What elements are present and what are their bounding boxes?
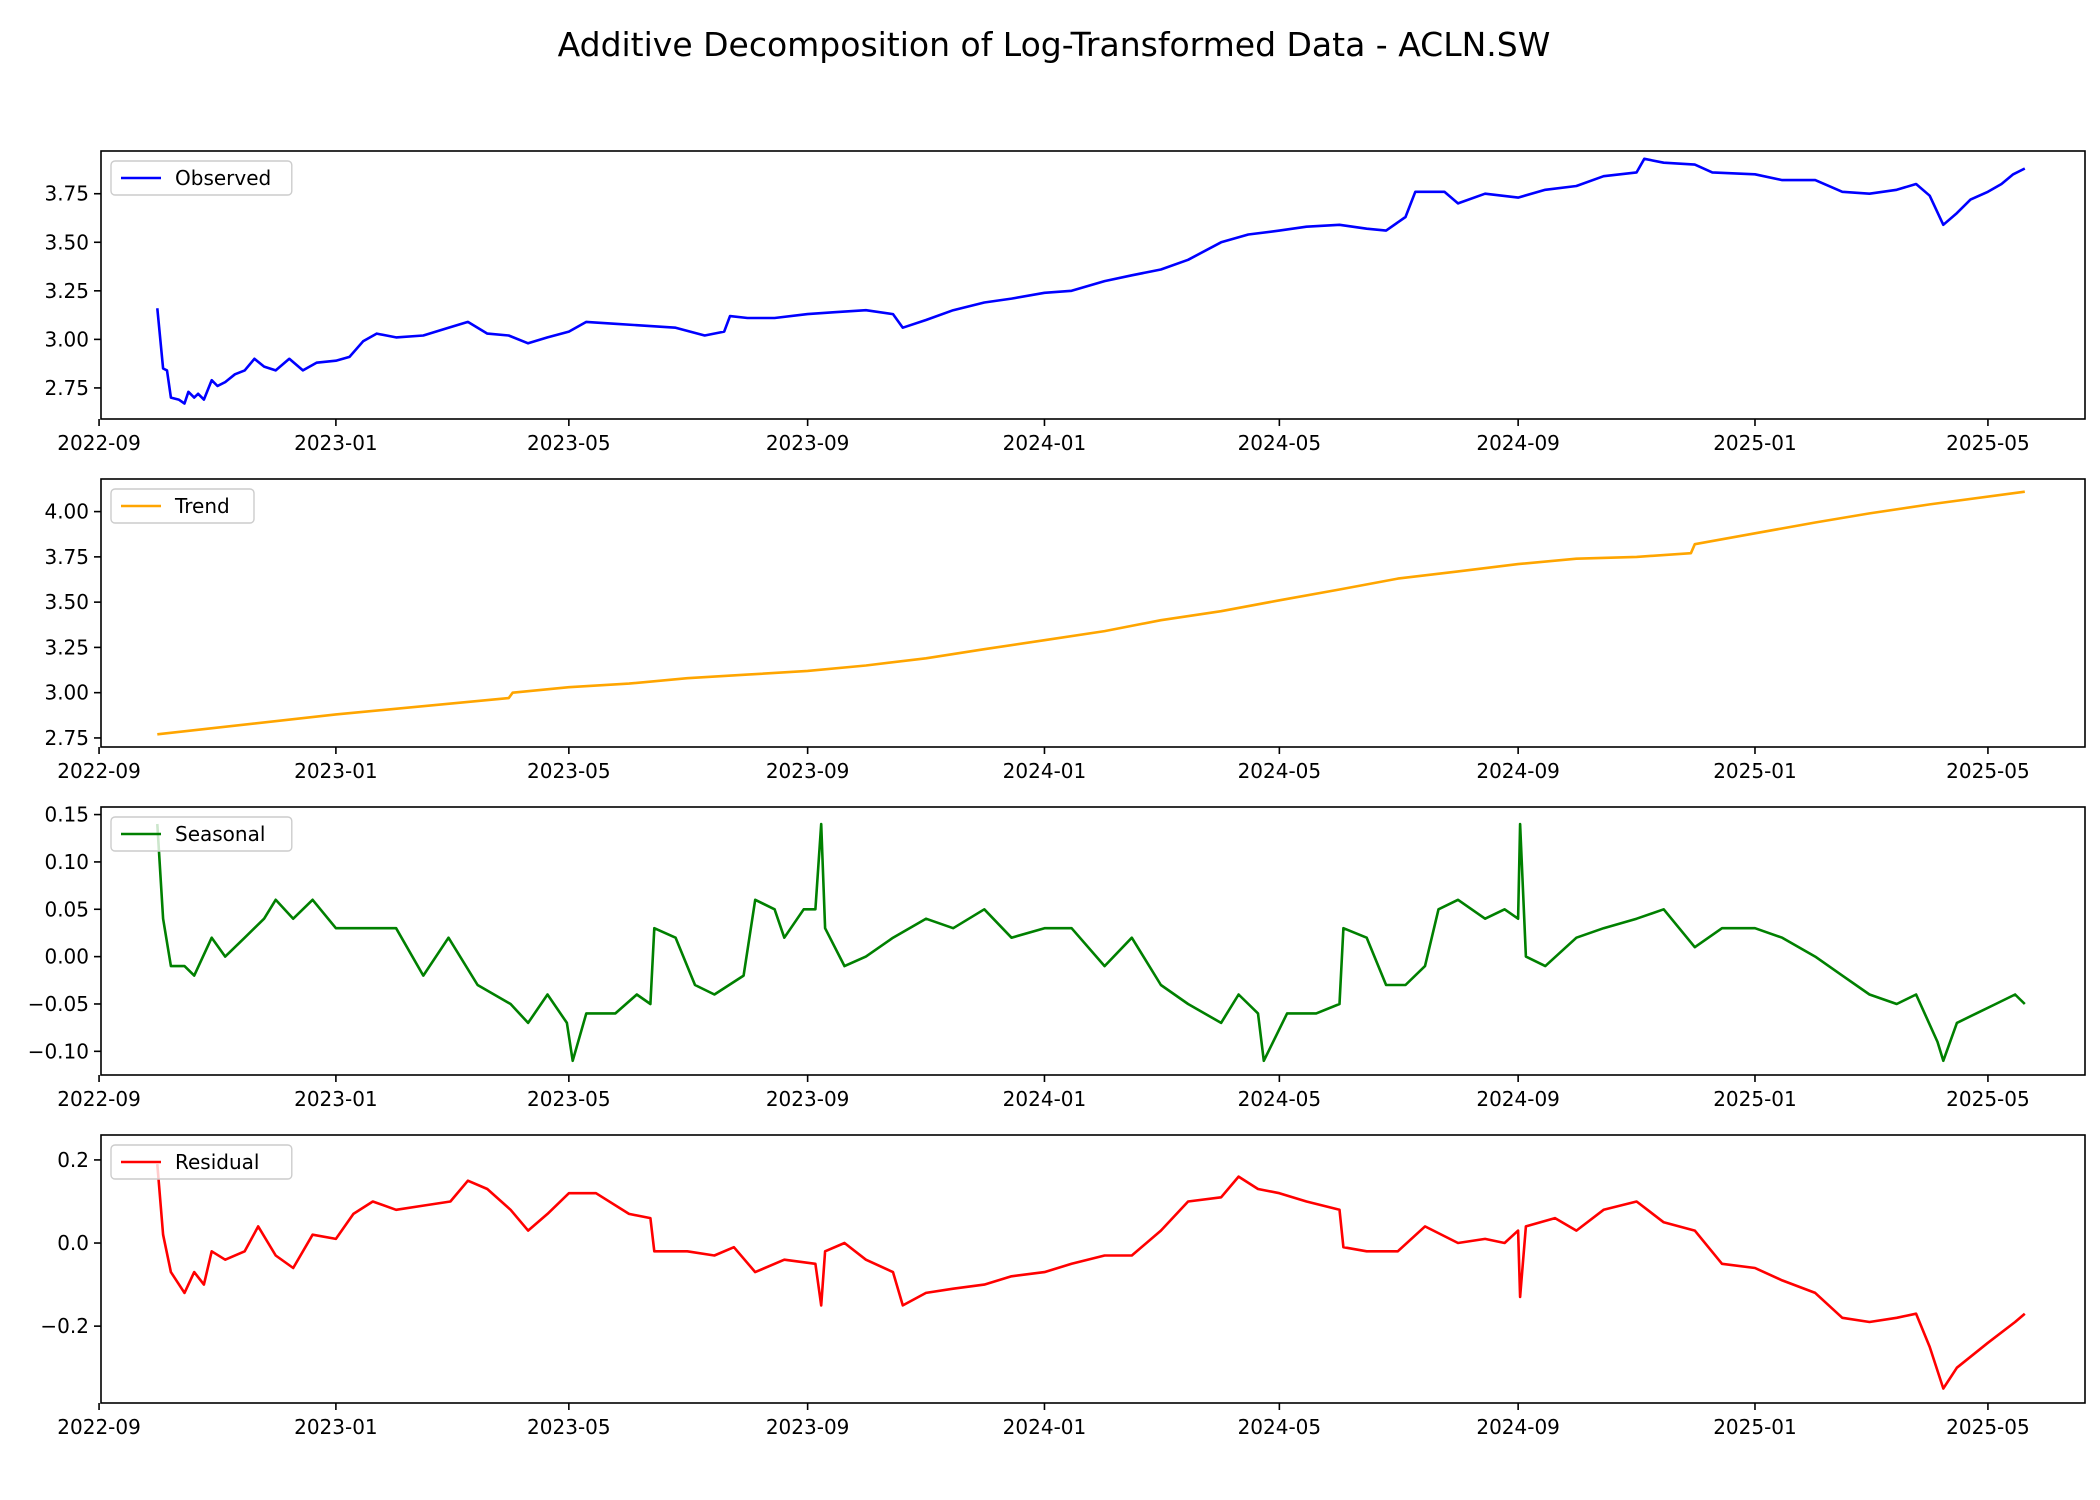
seasonal-y-tick-label: −0.05 <box>28 992 89 1016</box>
seasonal-axes-frame <box>100 806 2086 1076</box>
observed-y-tick-label: 3.75 <box>44 182 89 206</box>
observed-y-tick-label: 3.00 <box>44 327 89 351</box>
observed-y-tick-label: 2.75 <box>44 376 89 400</box>
residual-x-tick-label: 2022-09 <box>57 1415 141 1439</box>
trend-x-tick-label: 2024-01 <box>1003 759 1087 783</box>
observed-x-tick-label: 2025-05 <box>1946 431 2030 455</box>
residual-axes-frame <box>100 1134 2086 1404</box>
observed-y-tick-label: 3.25 <box>44 279 89 303</box>
trend-y-tick-label: 3.50 <box>44 590 89 614</box>
observed-x-tick-label: 2022-09 <box>57 431 141 455</box>
trend-x-tick-label: 2024-05 <box>1238 759 1322 783</box>
seasonal-y-tick-label: 0.10 <box>44 850 89 874</box>
figure-title: Additive Decomposition of Log-Transforme… <box>558 25 1551 64</box>
observed-x-tick-label: 2023-01 <box>294 431 378 455</box>
trend-legend: Trend <box>110 488 255 524</box>
seasonal-series-line <box>156 822 2026 1063</box>
residual-x-tick-label: 2024-01 <box>1003 1415 1087 1439</box>
trend-y-tick-label: 3.00 <box>44 681 89 705</box>
trend-x-tick-label: 2024-09 <box>1476 759 1560 783</box>
seasonal-y-tick-label: 0.15 <box>44 803 89 827</box>
seasonal-panel: 2022-09 2023-01 2023-05 2023-09 2024-01 2024-… <box>28 803 2086 1111</box>
observed-x-tick-label: 2024-09 <box>1476 431 1560 455</box>
seasonal-legend-box <box>110 816 293 852</box>
residual-y-tick-label: 0.2 <box>57 1148 89 1172</box>
seasonal-y-tick-label: 0.00 <box>44 945 89 969</box>
trend-panel: 2022-09 2023-01 2023-05 2023-09 2024-01 2024-… <box>44 478 2086 783</box>
seasonal-legend-label: Seasonal <box>175 822 265 846</box>
seasonal-x-tick-label: 2024-09 <box>1476 1087 1560 1111</box>
seasonal-x-tick-label: 2024-05 <box>1238 1087 1322 1111</box>
seasonal-y-tick-label: −0.10 <box>28 1039 89 1063</box>
seasonal-x-tick-label: 2025-01 <box>1713 1087 1797 1111</box>
trend-y-tick-label: 3.25 <box>44 635 89 659</box>
observed-legend: Observed <box>110 160 293 196</box>
observed-x-tick-label: 2025-01 <box>1713 431 1797 455</box>
residual-x-tick-label: 2024-05 <box>1238 1415 1322 1439</box>
residual-x-tick-label: 2023-05 <box>527 1415 611 1439</box>
observed-panel: 2022-09 2023-01 2023-05 2023-09 2024-01 2024-… <box>44 150 2086 455</box>
seasonal-x-tick-label: 2024-01 <box>1003 1087 1087 1111</box>
residual-x-tick-label: 2025-01 <box>1713 1415 1797 1439</box>
seasonal-x-tick-label: 2023-05 <box>527 1087 611 1111</box>
trend-legend-box <box>110 488 255 524</box>
trend-x-tick-label: 2025-05 <box>1946 759 2030 783</box>
residual-x-tick-label: 2024-09 <box>1476 1415 1560 1439</box>
residual-x-tick-label: 2023-09 <box>766 1415 850 1439</box>
trend-y-tick-label: 2.75 <box>44 726 89 750</box>
residual-panel: 2022-09 2023-01 2023-05 2023-09 2024-01 2024-… <box>40 1134 2086 1439</box>
observed-legend-box <box>110 160 293 196</box>
residual-x-tick-label: 2023-01 <box>294 1415 378 1439</box>
observed-series-line <box>156 157 2026 405</box>
seasonal-y-tick-label: 0.05 <box>44 897 89 921</box>
trend-series-line <box>157 490 2025 736</box>
residual-series-line <box>156 1163 2026 1390</box>
residual-y-tick-label: −0.2 <box>40 1314 89 1338</box>
residual-x-tick-label: 2025-05 <box>1946 1415 2030 1439</box>
seasonal-x-tick-label: 2022-09 <box>57 1087 141 1111</box>
residual-legend: Residual <box>110 1144 293 1180</box>
trend-y-tick-label: 3.75 <box>44 545 89 569</box>
observed-x-tick-label: 2023-05 <box>527 431 611 455</box>
residual-legend-label: Residual <box>175 1150 259 1174</box>
observed-x-tick-label: 2023-09 <box>766 431 850 455</box>
trend-axes-frame <box>100 478 2086 748</box>
trend-y-tick-label: 4.00 <box>44 500 89 524</box>
trend-x-tick-label: 2022-09 <box>57 759 141 783</box>
panels: 2022-09 2023-01 2023-05 2023-09 2024-01 2024-… <box>28 150 2086 1439</box>
trend-x-tick-label: 2023-01 <box>294 759 378 783</box>
observed-x-tick-label: 2024-05 <box>1238 431 1322 455</box>
observed-y-tick-label: 3.50 <box>44 230 89 254</box>
seasonal-x-tick-label: 2023-01 <box>294 1087 378 1111</box>
observed-axes-frame <box>100 150 2086 420</box>
observed-legend-label: Observed <box>175 166 271 190</box>
trend-x-tick-label: 2023-05 <box>527 759 611 783</box>
trend-x-tick-label: 2025-01 <box>1713 759 1797 783</box>
trend-x-tick-label: 2023-09 <box>766 759 850 783</box>
residual-legend-box <box>110 1144 293 1180</box>
residual-y-tick-label: 0.0 <box>57 1231 89 1255</box>
seasonal-x-tick-label: 2023-09 <box>766 1087 850 1111</box>
seasonal-legend: Seasonal <box>110 816 293 852</box>
observed-x-tick-label: 2024-01 <box>1003 431 1087 455</box>
trend-legend-label: Trend <box>174 494 230 518</box>
seasonal-x-tick-label: 2025-05 <box>1946 1087 2030 1111</box>
